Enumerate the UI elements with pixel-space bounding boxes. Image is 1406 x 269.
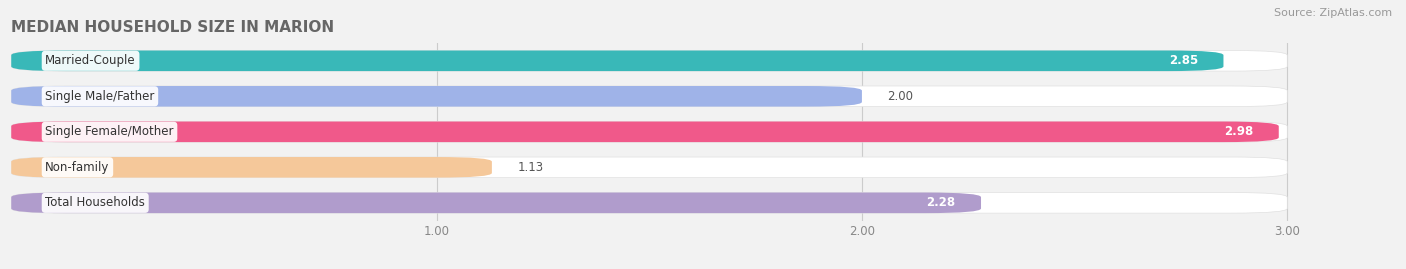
Text: Total Households: Total Households (45, 196, 145, 209)
Text: Non-family: Non-family (45, 161, 110, 174)
FancyBboxPatch shape (11, 193, 981, 213)
FancyBboxPatch shape (11, 122, 1288, 142)
FancyBboxPatch shape (11, 122, 1278, 142)
Text: Source: ZipAtlas.com: Source: ZipAtlas.com (1274, 8, 1392, 18)
FancyBboxPatch shape (11, 86, 1288, 107)
FancyBboxPatch shape (11, 193, 1288, 213)
Text: Single Female/Mother: Single Female/Mother (45, 125, 174, 138)
Text: 1.13: 1.13 (517, 161, 544, 174)
FancyBboxPatch shape (11, 157, 492, 178)
Text: Single Male/Father: Single Male/Father (45, 90, 155, 103)
FancyBboxPatch shape (11, 51, 1223, 71)
FancyBboxPatch shape (11, 157, 1288, 178)
Text: 2.00: 2.00 (887, 90, 914, 103)
Text: 2.98: 2.98 (1225, 125, 1253, 138)
Text: 2.85: 2.85 (1168, 54, 1198, 67)
FancyBboxPatch shape (11, 51, 1288, 71)
Text: MEDIAN HOUSEHOLD SIZE IN MARION: MEDIAN HOUSEHOLD SIZE IN MARION (11, 20, 335, 35)
Text: 2.28: 2.28 (927, 196, 956, 209)
Text: Married-Couple: Married-Couple (45, 54, 136, 67)
FancyBboxPatch shape (11, 86, 862, 107)
